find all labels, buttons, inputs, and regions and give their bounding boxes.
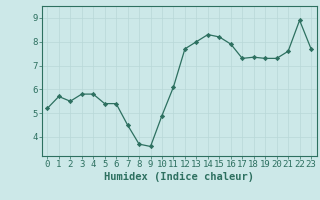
X-axis label: Humidex (Indice chaleur): Humidex (Indice chaleur)	[104, 172, 254, 182]
